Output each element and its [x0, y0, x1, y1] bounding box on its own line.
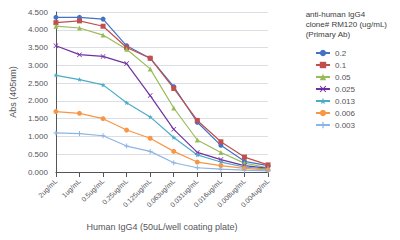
svg-text:0.000: 0.000	[28, 168, 49, 177]
svg-text:clone# RM120 (ug/mL): clone# RM120 (ug/mL)	[306, 20, 388, 29]
svg-text:0.031ug/mL: 0.031ug/mL	[168, 177, 200, 209]
svg-text:2.500: 2.500	[28, 79, 49, 88]
svg-text:1.500: 1.500	[28, 114, 49, 123]
svg-text:1.000: 1.000	[28, 132, 49, 141]
svg-text:2.000: 2.000	[28, 96, 49, 105]
svg-text:3.500: 3.500	[28, 43, 49, 52]
svg-text:0.05: 0.05	[335, 73, 351, 82]
svg-text:0.500: 0.500	[28, 150, 49, 159]
svg-text:Abs (405nm): Abs (405nm)	[8, 66, 18, 118]
svg-text:2ug/mL: 2ug/mL	[37, 177, 59, 199]
svg-text:1ug/mL: 1ug/mL	[61, 177, 83, 199]
svg-text:0.006: 0.006	[335, 109, 356, 118]
svg-text:0.013: 0.013	[335, 97, 356, 106]
svg-text:0.1: 0.1	[335, 61, 347, 70]
svg-text:0.125ug/mL: 0.125ug/mL	[121, 177, 153, 209]
svg-text:3.000: 3.000	[28, 61, 49, 70]
svg-text:Human IgG4 (50uL/well coating: Human IgG4 (50uL/well coating plate)	[86, 222, 237, 232]
svg-text:anti-human IgG4: anti-human IgG4	[306, 10, 366, 19]
svg-text:4.500: 4.500	[28, 8, 49, 17]
svg-text:0.008ug/mL: 0.008ug/mL	[215, 177, 247, 209]
svg-text:0.25ug/mL: 0.25ug/mL	[100, 177, 130, 206]
svg-text:(Primary Ab): (Primary Ab)	[306, 30, 351, 39]
svg-text:0.063ug/mL: 0.063ug/mL	[145, 177, 177, 209]
svg-text:0.025: 0.025	[335, 85, 356, 94]
svg-text:0.016ug/mL: 0.016ug/mL	[192, 177, 224, 209]
svg-text:0.004ug/mL: 0.004ug/mL	[239, 177, 271, 209]
svg-text:4.000: 4.000	[28, 25, 49, 34]
svg-text:0.5ug/mL: 0.5ug/mL	[80, 177, 106, 204]
svg-text:0.2: 0.2	[335, 49, 347, 58]
svg-text:0.003: 0.003	[335, 121, 356, 130]
